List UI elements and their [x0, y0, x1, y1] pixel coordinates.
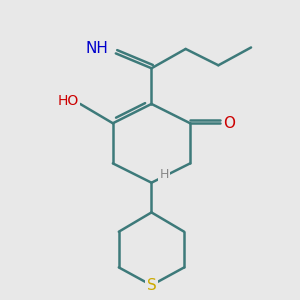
- Text: HO: HO: [57, 94, 79, 108]
- Text: O: O: [223, 116, 235, 131]
- Text: S: S: [147, 278, 156, 293]
- Text: H: H: [159, 168, 169, 181]
- Text: NH: NH: [85, 41, 108, 56]
